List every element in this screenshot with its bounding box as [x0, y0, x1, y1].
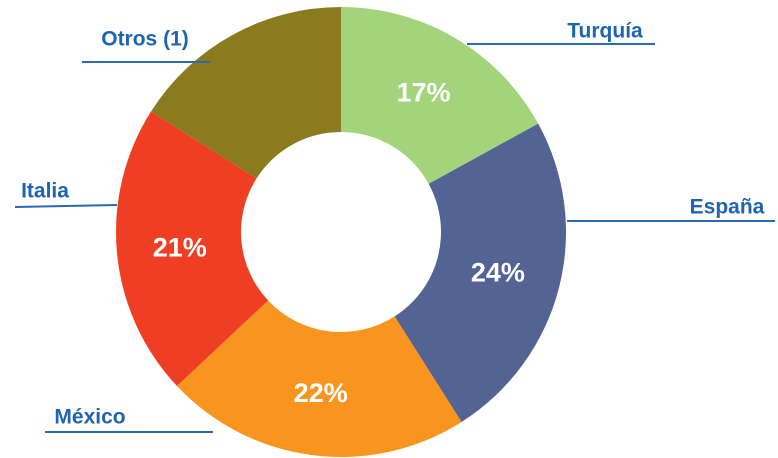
category-label: España	[690, 196, 765, 219]
value-label: 24%	[471, 257, 525, 287]
donut-slice	[394, 123, 566, 422]
category-label: México	[54, 406, 125, 429]
category-label: Otros (1)	[101, 28, 189, 51]
category-label: Turquía	[567, 20, 643, 43]
donut-slice	[151, 7, 341, 179]
value-label: 17%	[396, 78, 450, 108]
leader-line	[14, 204, 118, 208]
donut-slice	[341, 7, 539, 184]
value-label: 21%	[153, 232, 207, 262]
category-label: Italia	[21, 180, 69, 203]
donut-slice	[116, 111, 269, 387]
value-label: 22%	[294, 378, 348, 408]
donut-slice	[176, 300, 462, 457]
